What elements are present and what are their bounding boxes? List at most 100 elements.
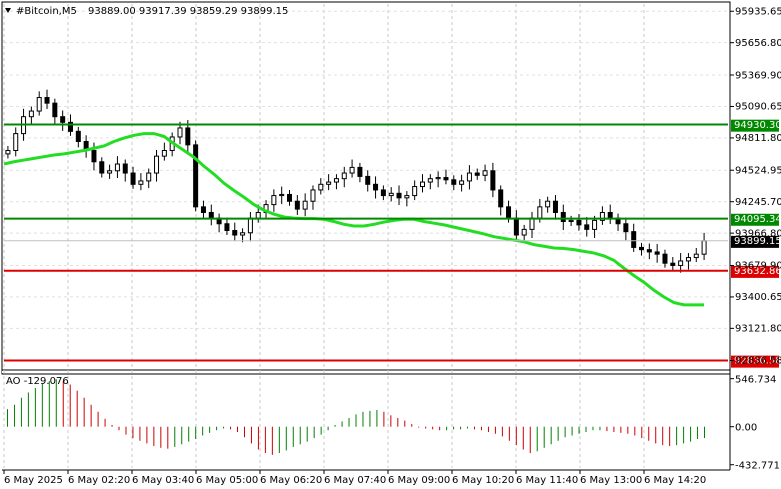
time-axis-labels: 6 May 2025 6 May 02:20 6 May 03:40 6 May 05… bbox=[3, 470, 706, 486]
price-tick-label: 94811.80 bbox=[735, 133, 781, 144]
symbol-dropdown-icon[interactable] bbox=[5, 8, 11, 13]
candle-body bbox=[310, 189, 316, 202]
price-tick-label: 93679.90 bbox=[735, 261, 781, 272]
candle-body bbox=[75, 130, 81, 142]
time-tick-label: 6 May 07:40 bbox=[324, 475, 386, 486]
support-price-tag bbox=[731, 355, 779, 368]
candle-body bbox=[537, 206, 543, 219]
candle-body bbox=[623, 223, 629, 233]
support-price-tag bbox=[731, 265, 779, 278]
candle-body bbox=[498, 189, 504, 208]
candle-body bbox=[639, 246, 645, 251]
price-tick-label: 93400.65 bbox=[735, 292, 781, 303]
support-price-tag-text: 92836.58 bbox=[734, 356, 781, 367]
candle-body bbox=[365, 175, 371, 185]
price-levels[interactable]: 94930.30 94095.34 93899.15 93632.86 92836.58 bbox=[4, 119, 781, 368]
candle-body bbox=[154, 155, 160, 174]
candle-body bbox=[419, 181, 425, 188]
candle-body bbox=[451, 179, 457, 185]
candle-body bbox=[146, 172, 152, 182]
candle-body bbox=[333, 178, 339, 183]
candle-body bbox=[185, 127, 191, 146]
candle-body bbox=[631, 231, 637, 248]
candle-body bbox=[482, 170, 488, 176]
candle-body bbox=[560, 211, 566, 222]
ao-indicator-label: AO -129.076 bbox=[6, 376, 69, 387]
price-tick-label: 95090.65 bbox=[735, 102, 781, 113]
candle-body bbox=[318, 183, 324, 191]
price-tick-label: 93121.80 bbox=[735, 324, 781, 335]
candle-body bbox=[232, 230, 238, 236]
candle-body bbox=[67, 121, 73, 132]
candle-body bbox=[459, 180, 465, 185]
price-panel-frame bbox=[1, 1, 731, 371]
candle-body bbox=[107, 170, 113, 174]
candle-body bbox=[28, 110, 34, 118]
price-tick-label: 94524.95 bbox=[735, 165, 781, 176]
candle-body bbox=[224, 223, 230, 232]
candle-body bbox=[380, 189, 386, 197]
candle-body bbox=[701, 240, 707, 255]
resistance-price-tag bbox=[731, 119, 779, 132]
time-tick-label: 6 May 05:00 bbox=[196, 475, 258, 486]
candle-body bbox=[279, 193, 285, 197]
time-tick-label: 6 May 11:40 bbox=[516, 475, 578, 486]
candle-body bbox=[552, 200, 558, 213]
candle-body bbox=[349, 166, 355, 174]
candle-body bbox=[435, 177, 441, 180]
candle-body bbox=[5, 150, 11, 155]
candle-body bbox=[177, 127, 183, 138]
time-tick-label: 6 May 03:40 bbox=[132, 475, 194, 486]
candle-body bbox=[654, 251, 660, 255]
resistance-price-tag-text: 94095.34 bbox=[734, 214, 781, 225]
time-tick-label: 6 May 02:20 bbox=[68, 475, 130, 486]
support-price-tag-text: 93632.86 bbox=[734, 266, 781, 277]
candle-body bbox=[287, 193, 293, 202]
candle-body bbox=[599, 211, 605, 221]
candle-body bbox=[443, 177, 449, 181]
candle-body bbox=[388, 192, 394, 197]
time-tick-label: 6 May 10:20 bbox=[452, 475, 514, 486]
moving-average-line bbox=[3, 132, 704, 307]
price-tick-label: 92836.58 bbox=[735, 356, 781, 367]
candle-body bbox=[427, 178, 433, 183]
candle-body bbox=[513, 217, 519, 236]
candlesticks bbox=[5, 89, 707, 273]
price-axis-ticks: 95935.65 95656.80 95369.90 95090.65 94811.80… bbox=[730, 7, 781, 367]
candle-body bbox=[208, 211, 214, 219]
time-tick-label: 6 May 2025 bbox=[4, 475, 63, 486]
candle-body bbox=[521, 228, 527, 236]
grid-lines bbox=[3, 4, 728, 468]
time-tick-label: 6 May 06:20 bbox=[260, 475, 322, 486]
candle-body bbox=[685, 257, 691, 262]
candle-body bbox=[44, 97, 50, 104]
candle-body bbox=[294, 200, 300, 210]
candle-body bbox=[60, 116, 66, 123]
resistance-price-tag-text: 94930.30 bbox=[734, 120, 781, 131]
candle-body bbox=[341, 172, 347, 180]
candle-body bbox=[114, 163, 120, 172]
time-tick-label: 6 May 09:00 bbox=[388, 475, 450, 486]
candle-body bbox=[247, 217, 253, 234]
candle-body bbox=[138, 180, 144, 185]
candle-body bbox=[13, 133, 19, 152]
ao-tick-label: 0.00 bbox=[735, 423, 757, 434]
candle-body bbox=[506, 206, 512, 219]
candle-body bbox=[52, 102, 58, 118]
candle-body bbox=[592, 219, 598, 230]
price-tick-label: 93966.80 bbox=[735, 228, 781, 239]
price-tick-label: 95935.65 bbox=[735, 7, 781, 18]
candle-body bbox=[576, 219, 582, 226]
ao-axis-ticks: 546.734 0.00 -432.771 bbox=[730, 375, 780, 472]
candle-body bbox=[529, 217, 535, 230]
time-tick-label: 6 May 14:20 bbox=[644, 475, 706, 486]
candle-body bbox=[357, 166, 363, 177]
candle-body bbox=[412, 186, 418, 197]
candle-body bbox=[607, 211, 613, 219]
candle-body bbox=[302, 200, 308, 210]
candle-body bbox=[584, 224, 590, 230]
candle-body bbox=[193, 144, 199, 208]
candle-body bbox=[670, 262, 676, 266]
